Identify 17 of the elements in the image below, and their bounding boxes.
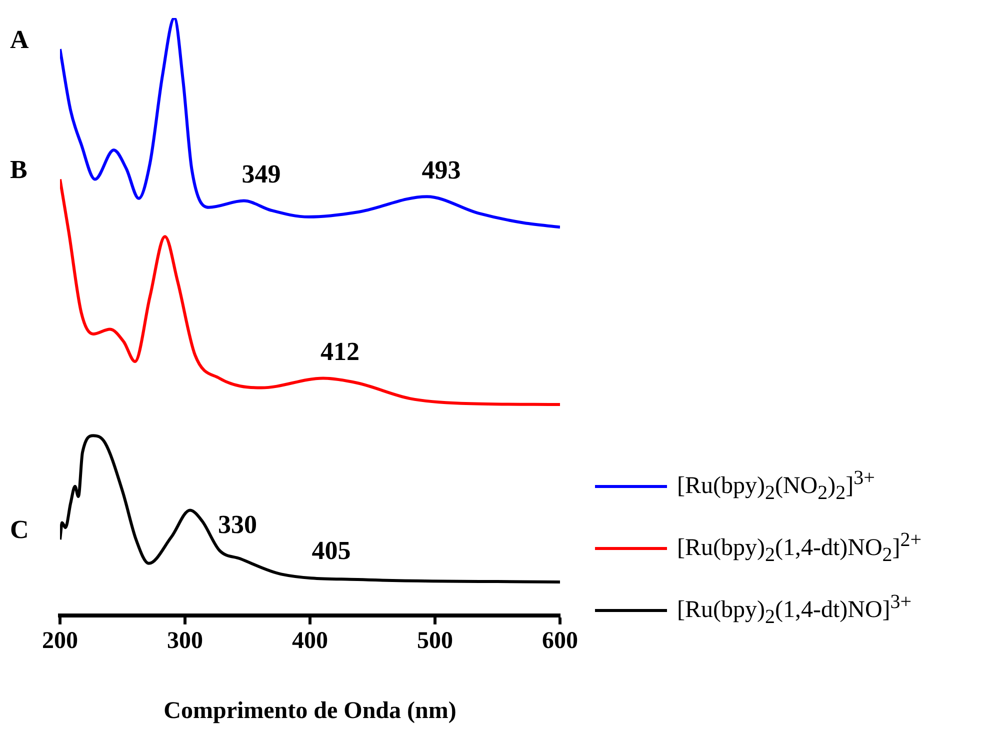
text: B [10,155,28,184]
legend-label: [Ru(bpy)$_{2}$(1,4-dt)NO$_{2}$]$^{2+}$ [677,529,922,567]
annotation: 493 [422,155,461,184]
x-tick-label: 500 [417,628,453,654]
x-tick-label: 300 [167,628,203,654]
x-tick-label: 400 [292,628,328,654]
x-axis-title: Comprimento de Onda (nm) [164,698,456,724]
text: A [10,24,29,54]
annotation: 412 [320,336,360,366]
annotation: 349 [242,160,281,189]
annotation: 330 [218,510,257,540]
text: C [10,515,29,544]
legend-label: [Ru(bpy)$_{2}$(1,4-dt)NO]$^{3+}$ [677,591,912,629]
x-tick-label: 600 [542,628,578,654]
x-tick-label: 200 [42,628,78,654]
annotation: 405 [312,536,351,565]
legend-label: [Ru(bpy)$_{2}$(NO$_{2}$)$_{2}$]$^{3+}$ [677,467,875,505]
